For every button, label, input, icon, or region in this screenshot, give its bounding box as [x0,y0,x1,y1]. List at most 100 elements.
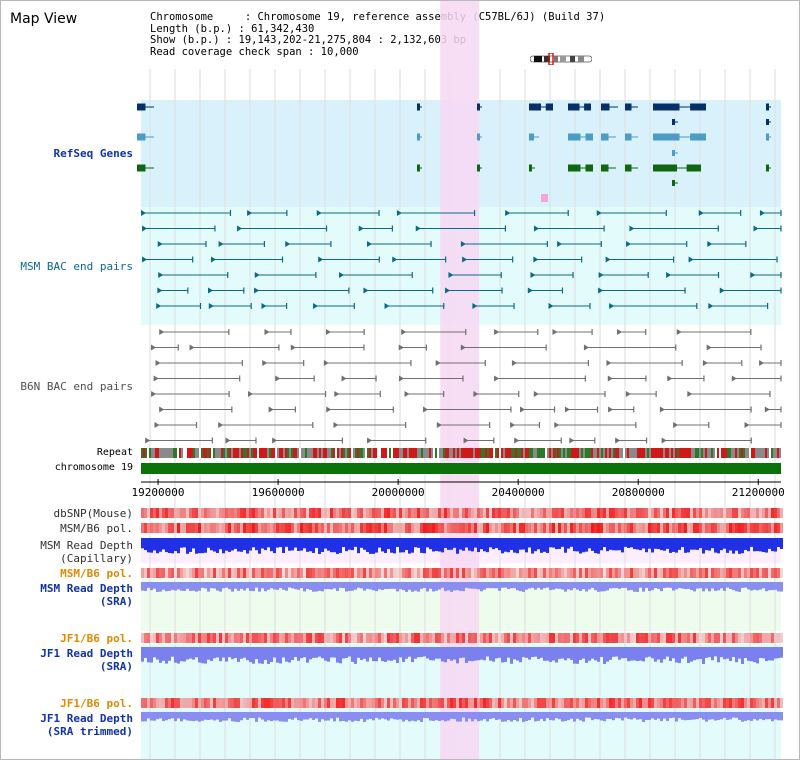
jf1-depth-trimmed-bar [522,712,525,722]
msm-bac-end [688,256,694,263]
jf1-b6-pol-trimmed-bin [660,698,663,708]
repeat-bin [199,448,201,458]
jf1-depth-sra-bar [408,647,411,657]
repeat-bin [587,448,589,458]
msm-b6-pol-sra-bin [474,568,477,578]
msm-b6-pol-sra-bin [657,568,660,578]
jf1-depth-sra-bar [684,647,687,657]
repeat-bin [151,448,153,458]
dbsnp-bin [294,508,297,518]
msm-bac-end [247,210,253,216]
jf1-depth-trimmed-bar [381,712,384,719]
msm-depth-cap-bar [204,538,207,553]
msm-depth-cap-bar [624,538,627,547]
jf1-depth-trimmed-bar [141,712,144,722]
jf1-depth-sra-bar [201,647,204,664]
jf1-depth-sra-bar [510,647,513,664]
jf1-depth-sra-bar [252,647,255,664]
dbsnp-bin [690,508,693,518]
jf1-depth-sra-bar [531,647,534,657]
msm-depth-sra-bar [717,582,720,591]
msm-depth-cap-bar [465,538,468,548]
msm-bac-end [707,241,713,247]
msm-depth-sra-bar [537,582,540,588]
msm-b6-pol-bin [438,523,441,533]
jf1-b6-pol-bin [153,633,156,643]
repeat-bin [735,448,737,458]
repeat-bin [707,448,709,458]
jf1-b6-pol-trimmed-bin [453,698,456,708]
repeat-bin [509,448,511,458]
jf1-depth-sra-bar [669,647,672,662]
jf1-depth-trimmed-bar [270,712,273,722]
repeat-bin [743,448,745,458]
repeat-bin [697,448,699,458]
jf1-b6-pol-bin [465,633,468,643]
msm-b6-pol-bin [285,523,288,533]
msm-b6-pol-bin [633,523,636,533]
jf1-depth-trimmed-bar [633,712,636,719]
jf1-depth-trimmed-bar [657,712,660,719]
dbsnp-bin [246,508,249,518]
msm-depth-cap-bar [282,538,285,554]
msm-bac-end [142,225,148,232]
jf1-depth-sra-bar [369,647,372,658]
dbsnp-bin [174,508,177,518]
repeat-bin [415,448,417,458]
repeat-bin [421,448,423,458]
repeat-bin [679,448,681,458]
msm-depth-sra-bar [405,582,408,592]
jf1-depth-sra-bar [324,647,327,661]
chromosome-ideogram[interactable] [530,53,592,65]
jf1-b6-pol-bin [483,633,486,643]
jf1-b6-pol-trimmed-bin [666,698,669,708]
dbsnp-bin [231,508,234,518]
msm-b6-pol-bin [222,523,225,533]
jf1-depth-trimmed-bar [702,712,705,720]
msm-b6-pol-sra-bin [606,568,609,578]
repeat-bin [645,448,647,458]
msm-b6-pol-sra-bin [426,568,429,578]
jf1-b6-pol-bin [666,633,669,643]
axis-tick-label: 20000000 [371,486,425,499]
jf1-depth-sra-bar [234,647,237,658]
dbsnp-bin [240,508,243,518]
jf1-depth-trimmed-bar [555,712,558,719]
repeat-bin [659,448,661,458]
msm-b6-pol-bin [330,523,333,533]
jf1-b6-pol-trimmed-bin [405,698,408,708]
repeat-bin [273,448,275,458]
msm-depth-sra-bar [267,582,270,590]
b6n-bac-end [398,344,404,351]
jf1-depth-trimmed-bar [336,712,339,718]
jf1-b6-pol-trimmed-bin [294,698,297,708]
msm-b6-pol-sra-bin [396,568,399,578]
msm-depth-sra-bar [624,582,627,588]
gene-exon [529,164,532,172]
msm-depth-sra-bar [483,582,486,590]
jf1-depth-sra-bar [387,647,390,661]
dbsnp-bin [522,508,525,518]
msm-b6-pol-bin [216,523,219,533]
jf1-b6-pol-trimmed-bin [603,698,606,708]
jf1-b6-pol-bin [729,633,732,643]
msm-depth-cap-bar [612,538,615,551]
msm-depth-sra-bar [243,582,246,591]
dbsnp-bin [297,508,300,518]
jf1-b6-pol-trimmed-bin [618,698,621,708]
jf1-depth-sra-bar [612,647,615,657]
msm-b6-pol-sra-bin [315,568,318,578]
jf1-depth-trimmed-bar [681,712,684,720]
dbsnp-bin [147,508,150,518]
msm-depth-sra-bar [348,582,351,591]
jf1-depth-sra-bar [420,647,423,658]
jf1-depth-trimmed-bar [177,712,180,719]
msm-b6-pol-bin [495,523,498,533]
repeat-bin [647,448,649,458]
msm-depth-cap-bar [372,538,375,554]
dbsnp-bin [462,508,465,518]
msm-depth-cap-bar [504,538,507,552]
jf1-b6-pol-bin [759,633,762,643]
